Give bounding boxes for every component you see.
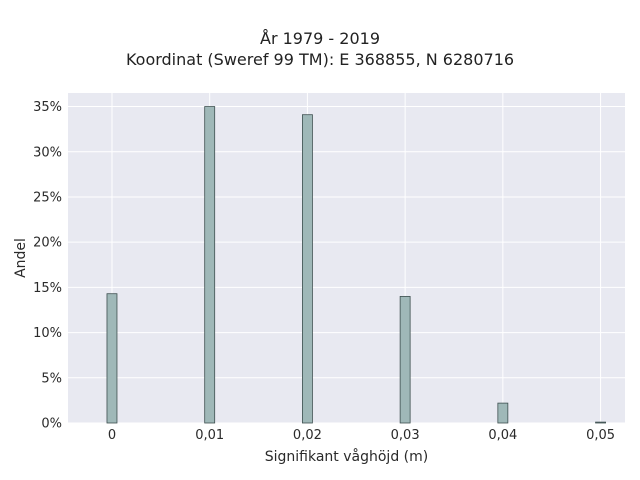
histogram-bar xyxy=(497,402,509,424)
x-axis-label: Signifikant våghöjd (m) xyxy=(265,448,428,465)
x-axis-ticks: 0 0,01 0,02 0,03 0,04 0,05 xyxy=(108,428,615,443)
y-axis-label: Andel xyxy=(13,238,29,278)
bars xyxy=(106,106,606,424)
y-tick-label: 5% xyxy=(41,371,62,386)
y-tick-label: 15% xyxy=(33,281,62,296)
x-tick-label: 0,04 xyxy=(488,428,517,443)
y-tick-label: 20% xyxy=(33,236,62,251)
histogram-bar xyxy=(106,293,118,424)
histogram-bar xyxy=(595,421,606,424)
chart-title: År 1979 - 2019 xyxy=(260,29,380,48)
x-tick-label: 0,01 xyxy=(195,428,224,443)
y-tick-label: 10% xyxy=(33,326,62,341)
histogram-bar xyxy=(399,296,411,424)
y-tick-label: 0% xyxy=(41,417,62,432)
plot-area xyxy=(68,93,625,423)
x-tick-label: 0,02 xyxy=(293,428,322,443)
x-tick-label: 0,05 xyxy=(586,428,615,443)
y-tick-label: 35% xyxy=(33,100,62,115)
x-tick-label: 0,03 xyxy=(391,428,420,443)
x-tick-label: 0 xyxy=(108,428,116,443)
histogram-bar xyxy=(204,106,216,424)
histogram-bar xyxy=(302,114,313,424)
chart-subtitle: Koordinat (Sweref 99 TM): E 368855, N 62… xyxy=(125,50,515,69)
y-axis-ticks: 0% 5% 10% 15% 20% 25% 30% 35% xyxy=(33,100,62,431)
y-tick-label: 30% xyxy=(33,145,62,160)
y-tick-label: 25% xyxy=(33,190,62,205)
